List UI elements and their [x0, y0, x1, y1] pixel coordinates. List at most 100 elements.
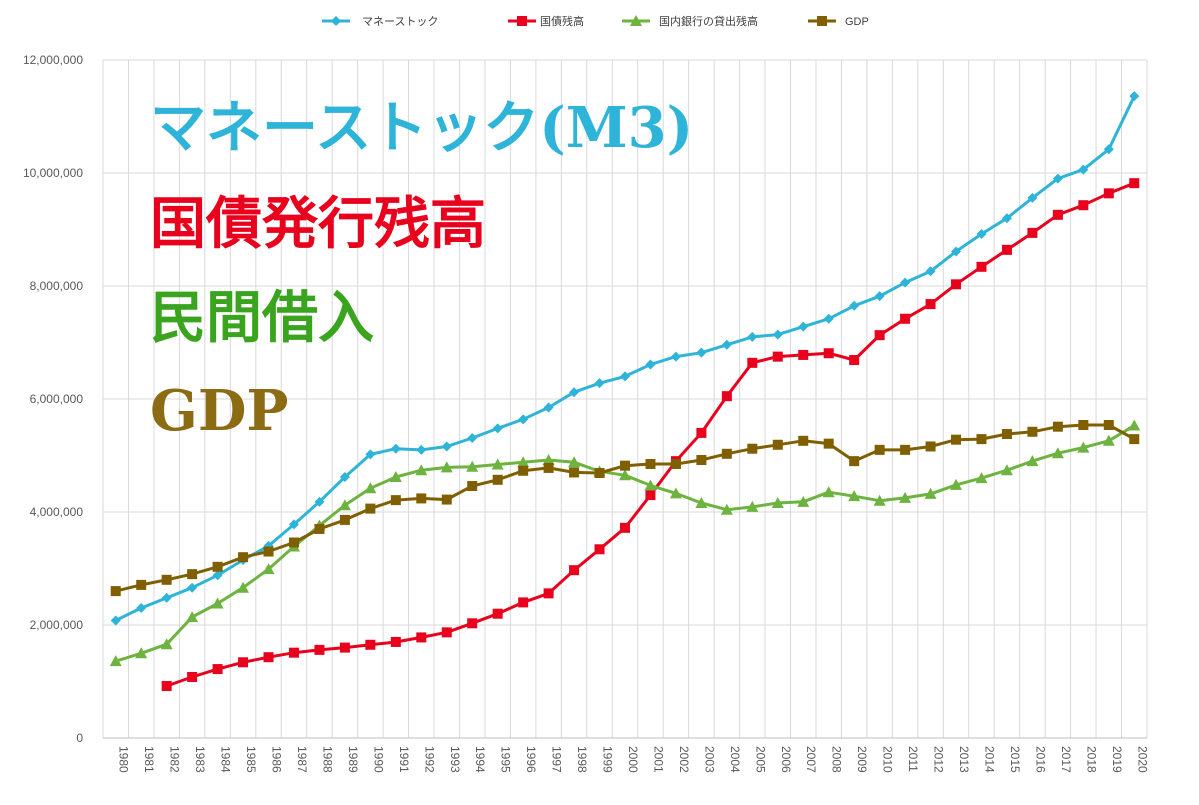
data-point	[288, 647, 299, 658]
data-point	[594, 468, 605, 479]
legend-marker	[817, 16, 827, 26]
data-point	[390, 636, 401, 647]
data-point	[951, 279, 962, 290]
data-point	[924, 487, 937, 499]
x-tick-label: 2006	[779, 746, 793, 773]
data-point	[467, 432, 478, 443]
legend: マネーストック 国債残高 国内銀行の貸出残高 GDP	[322, 14, 869, 28]
legend-item-3: GDP	[808, 16, 869, 28]
grid	[102, 59, 1148, 739]
data-point	[314, 523, 325, 534]
data-point	[1129, 91, 1140, 102]
data-point	[873, 494, 886, 506]
data-point	[517, 456, 530, 468]
series-1	[161, 178, 1140, 692]
x-tick-label: 1997	[550, 746, 564, 773]
legend-label: 国内銀行の貸出残高	[659, 14, 758, 28]
data-point	[975, 472, 988, 484]
data-point	[747, 443, 758, 454]
overlay-jgb: 国債発行残高	[150, 191, 486, 257]
x-tick-label: 2018	[1084, 746, 1098, 773]
data-point	[645, 359, 656, 370]
y-axis: 0 2,000,000 4,000,000 6,000,000 8,000,000 10,…	[23, 53, 83, 745]
data-point	[237, 581, 250, 593]
data-point	[212, 664, 223, 675]
series-0	[110, 91, 1140, 626]
data-point	[415, 464, 428, 476]
data-point	[440, 461, 453, 473]
x-tick-label: 1982	[168, 746, 182, 773]
data-point	[569, 387, 580, 398]
x-tick-label: 2015	[1008, 746, 1022, 773]
data-point	[238, 657, 249, 668]
data-point	[314, 644, 325, 655]
x-tick-label: 1988	[320, 746, 334, 773]
data-point	[161, 681, 172, 692]
y-tick-label: 10,000,000	[23, 166, 83, 180]
x-tick-label: 2004	[728, 746, 742, 773]
data-point	[798, 321, 809, 332]
x-tick-label: 2012	[932, 746, 946, 773]
data-point	[339, 642, 350, 653]
data-point	[441, 627, 452, 638]
legend-label: 国債残高	[540, 14, 584, 28]
data-point	[416, 493, 427, 504]
data-point	[874, 291, 885, 302]
x-tick-label: 1983	[193, 746, 207, 773]
data-point	[849, 300, 860, 311]
x-tick-label: 2010	[881, 746, 895, 773]
data-point	[900, 277, 911, 288]
overlay-gdp: GDP	[150, 378, 289, 444]
data-point	[1001, 429, 1012, 440]
data-point	[771, 496, 784, 508]
data-point	[1000, 464, 1013, 476]
data-point	[670, 351, 681, 362]
data-point	[136, 579, 147, 590]
data-point	[211, 597, 224, 609]
data-point	[1103, 419, 1114, 430]
overlay-labels: マネーストック(M3) 国債発行残高 民間借入 GDP	[150, 95, 693, 444]
y-tick-label: 0	[76, 731, 83, 745]
data-point	[1103, 188, 1114, 199]
data-point	[110, 615, 121, 626]
legend-item-2: 国内銀行の貸出残高	[622, 14, 758, 28]
data-point	[467, 618, 478, 629]
data-point	[645, 458, 656, 469]
y-tick-label: 8,000,000	[30, 279, 84, 293]
data-point	[849, 456, 860, 467]
x-tick-label: 1985	[244, 746, 258, 773]
data-point	[976, 261, 987, 272]
data-point	[568, 456, 581, 468]
data-point	[1051, 447, 1064, 459]
series-line	[166, 181, 1135, 688]
data-point	[263, 546, 274, 557]
data-point	[1128, 419, 1141, 431]
data-point	[543, 402, 554, 413]
x-tick-label: 1987	[295, 746, 309, 773]
data-point	[696, 347, 707, 358]
data-point	[849, 355, 860, 366]
legend-label: マネーストック	[362, 15, 438, 28]
data-point	[925, 441, 936, 452]
data-point	[976, 434, 987, 445]
data-point	[492, 608, 503, 619]
data-point	[798, 435, 809, 446]
x-tick-label: 1996	[524, 746, 538, 773]
x-tick-label: 2017	[1059, 746, 1073, 773]
data-point	[543, 462, 554, 473]
data-point	[263, 652, 274, 663]
data-point	[620, 371, 630, 382]
data-point	[441, 441, 452, 452]
legend-marker	[517, 16, 527, 26]
data-point	[1026, 455, 1039, 467]
data-point	[135, 647, 148, 659]
x-tick-label: 1992	[422, 746, 436, 773]
y-tick-label: 6,000,000	[30, 392, 84, 406]
data-point	[518, 414, 529, 425]
data-point	[416, 444, 427, 455]
data-point	[720, 503, 733, 515]
data-point	[1001, 244, 1012, 255]
data-point	[1078, 419, 1089, 430]
data-point	[900, 444, 911, 455]
x-tick-label: 2002	[677, 746, 691, 773]
